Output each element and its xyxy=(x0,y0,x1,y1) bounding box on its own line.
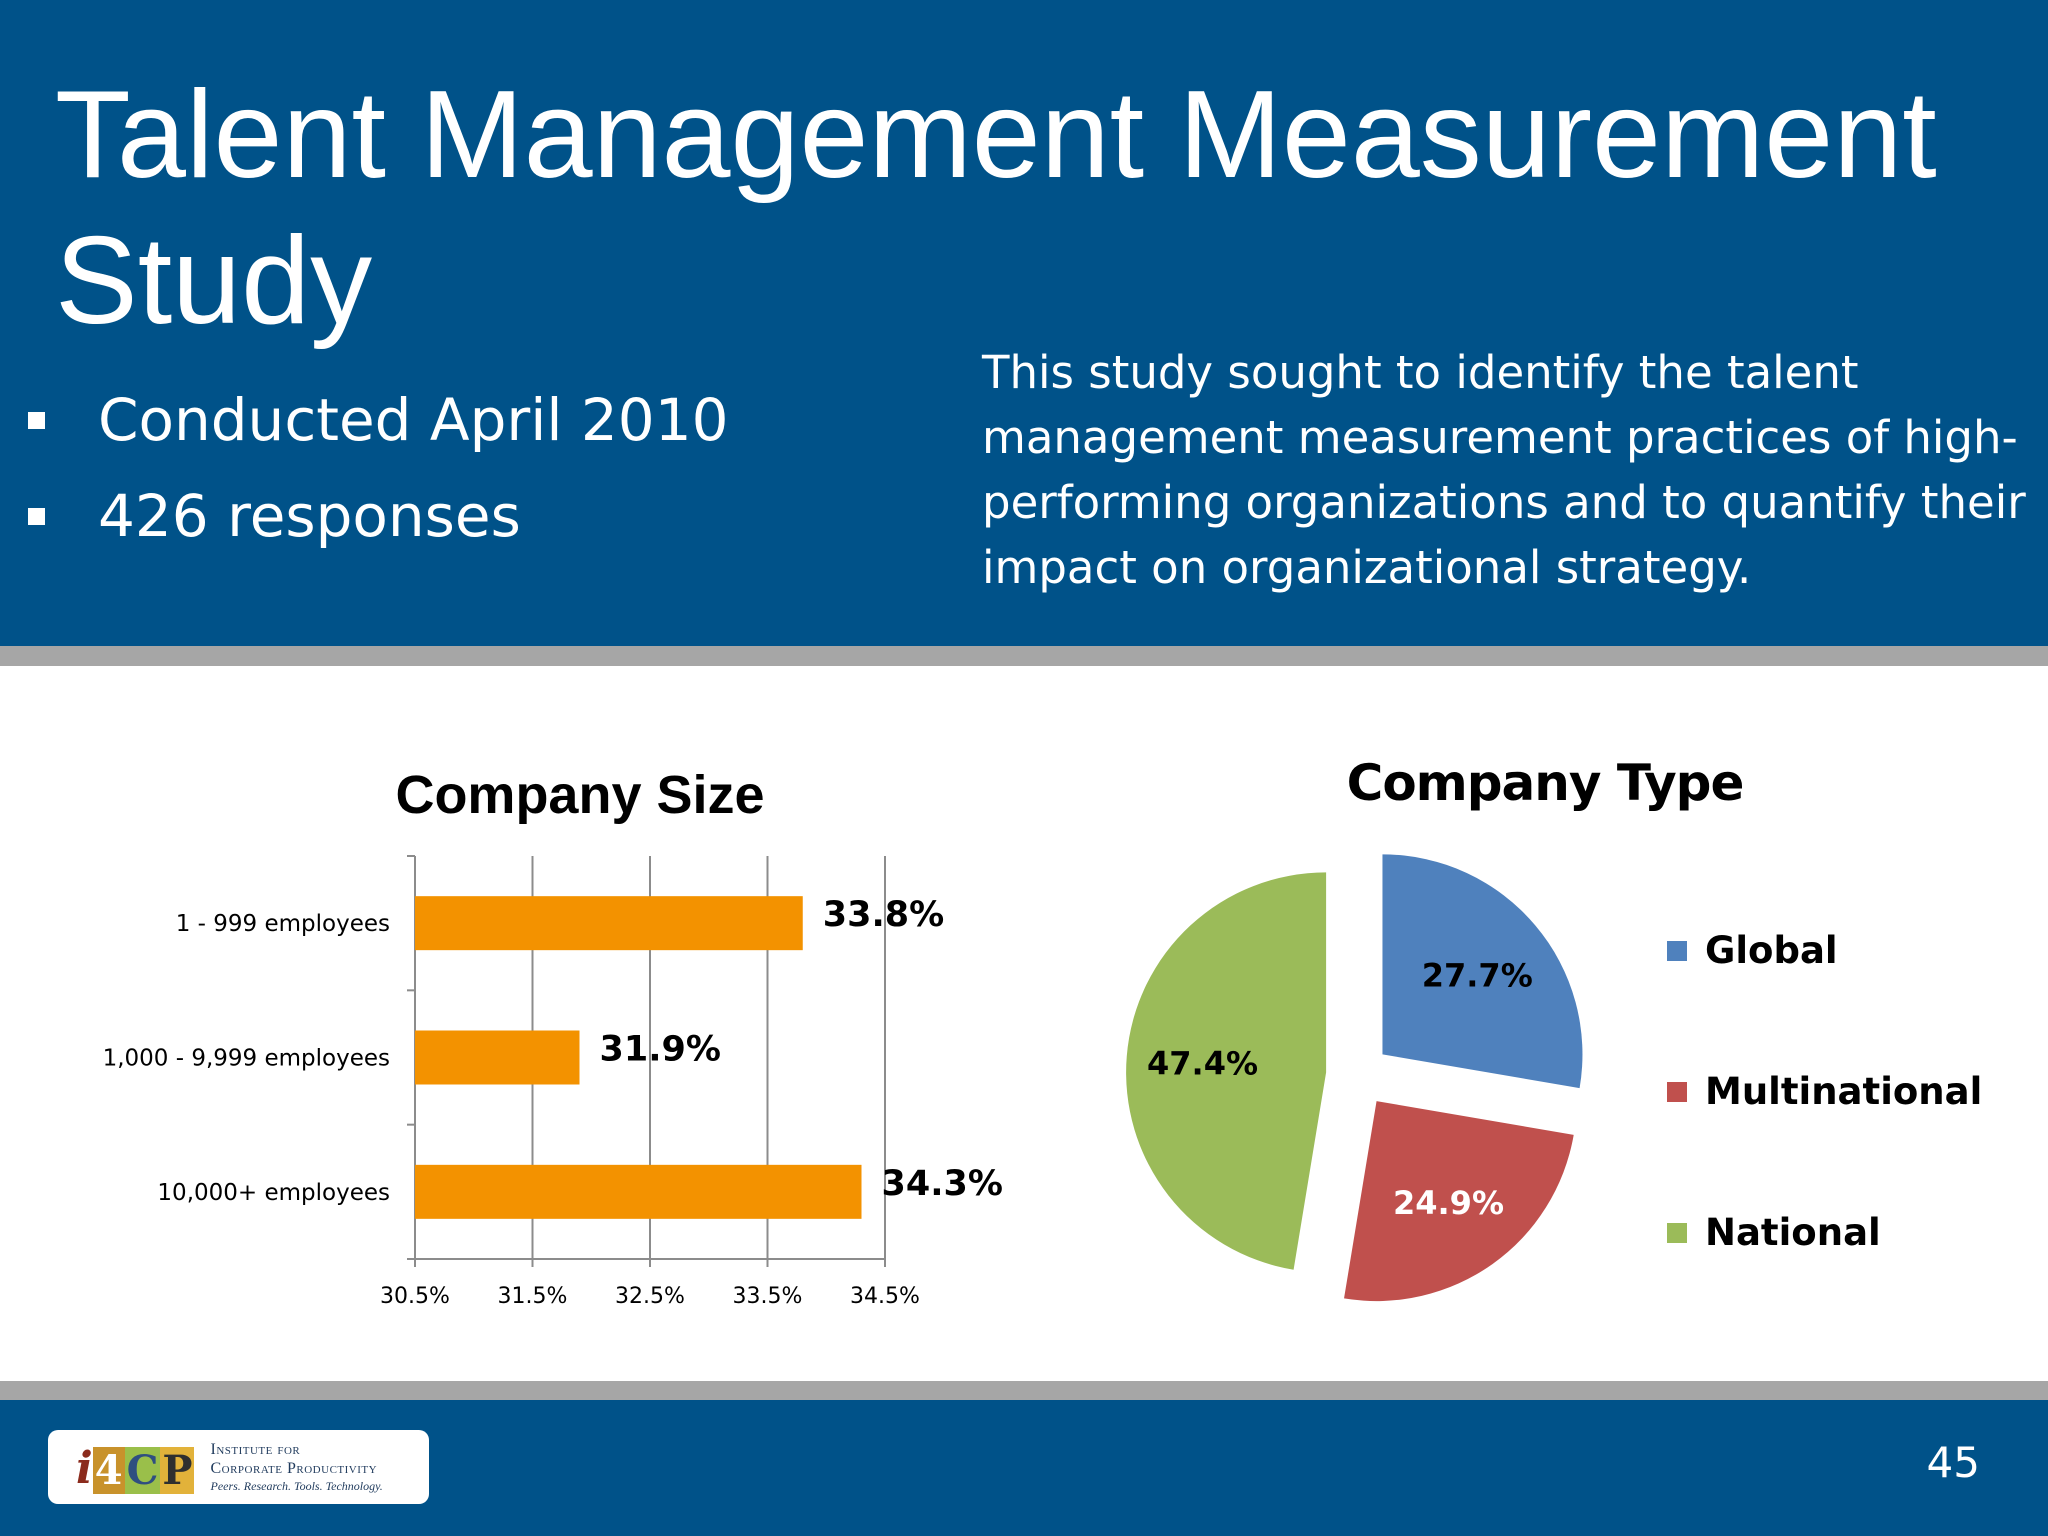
legend-swatch xyxy=(1667,1081,1687,1102)
bar-data-label: 33.8% xyxy=(823,895,944,935)
pie-slice xyxy=(1382,854,1583,1089)
page-number: 45 xyxy=(1926,1438,1980,1487)
x-tick-label: 30.5% xyxy=(380,1284,450,1309)
square-bullet-icon xyxy=(28,507,45,525)
pie-slice xyxy=(1344,1101,1574,1302)
logo-text: Institute for Corporate Productivity Pee… xyxy=(210,1440,382,1494)
slide-title: Talent Management Measurement Study xyxy=(55,66,1937,350)
x-tick-label: 33.5% xyxy=(733,1284,803,1309)
bullet-text: 426 responses xyxy=(98,482,521,550)
logo-mark: i 4 C P xyxy=(76,1440,195,1494)
i4cp-logo: i 4 C P Institute for Corporate Producti… xyxy=(48,1430,429,1504)
pie-legend: Global Multinational National xyxy=(1667,880,1982,1303)
legend-label: Global xyxy=(1705,929,1838,972)
pie-data-label: 27.7% xyxy=(1422,956,1533,994)
bar-chart-title: Company Size xyxy=(395,765,765,825)
bar xyxy=(415,1030,580,1085)
bullet-item: 426 responses xyxy=(28,468,729,564)
study-description: This study sought to identify the talent… xyxy=(982,346,2026,594)
logo-line: Institute for xyxy=(210,1441,301,1458)
bullet-item: Conducted April 2010 xyxy=(28,372,729,468)
logo-letter: C xyxy=(124,1447,161,1494)
logo-letter: P xyxy=(160,1447,195,1494)
x-tick-label: 32.5% xyxy=(615,1284,685,1309)
x-tick-label: 34.5% xyxy=(850,1284,920,1309)
legend-label: National xyxy=(1705,1211,1881,1254)
legend-swatch xyxy=(1667,940,1687,961)
top-divider xyxy=(0,646,2048,666)
bullet-text: Conducted April 2010 xyxy=(98,386,729,454)
y-category-label: 1 - 999 employees xyxy=(176,911,390,937)
charts-canvas: 30.5% 31.5% 32.5% 33.5% 34.5% 1 - 999 employe… xyxy=(103,854,1583,1309)
legend-swatch xyxy=(1667,1222,1687,1243)
bottom-divider xyxy=(0,1381,2048,1401)
bar-data-label: 31.9% xyxy=(600,1030,721,1070)
y-category-label: 10,000+ employees xyxy=(157,1180,390,1206)
legend-item-global: Global xyxy=(1667,880,1982,1021)
x-tick-label: 31.5% xyxy=(498,1284,568,1309)
square-bullet-icon xyxy=(28,411,45,429)
y-category-label: 1,000 - 9,999 employees xyxy=(103,1046,390,1072)
header-band xyxy=(0,0,2048,646)
logo-letter: i xyxy=(76,1443,93,1494)
logo-letter: 4 xyxy=(92,1447,125,1494)
pie-data-label: 47.4% xyxy=(1147,1044,1258,1082)
pie-chart-title: Company Type xyxy=(1346,754,1745,812)
pie-data-label: 24.9% xyxy=(1393,1184,1504,1222)
bar xyxy=(415,896,803,951)
legend-label: Multinational xyxy=(1705,1070,1983,1113)
legend-item-national: National xyxy=(1667,1162,1982,1303)
logo-line: Corporate Productivity xyxy=(210,1460,378,1477)
legend-item-multinational: Multinational xyxy=(1667,1021,1982,1162)
bar xyxy=(415,1164,862,1219)
bullet-list: Conducted April 2010 426 responses xyxy=(28,372,729,564)
logo-tagline: Peers. Research. Tools. Technology. xyxy=(210,1479,383,1493)
bar-data-label: 34.3% xyxy=(882,1164,1003,1204)
pie-slice xyxy=(1126,872,1327,1270)
